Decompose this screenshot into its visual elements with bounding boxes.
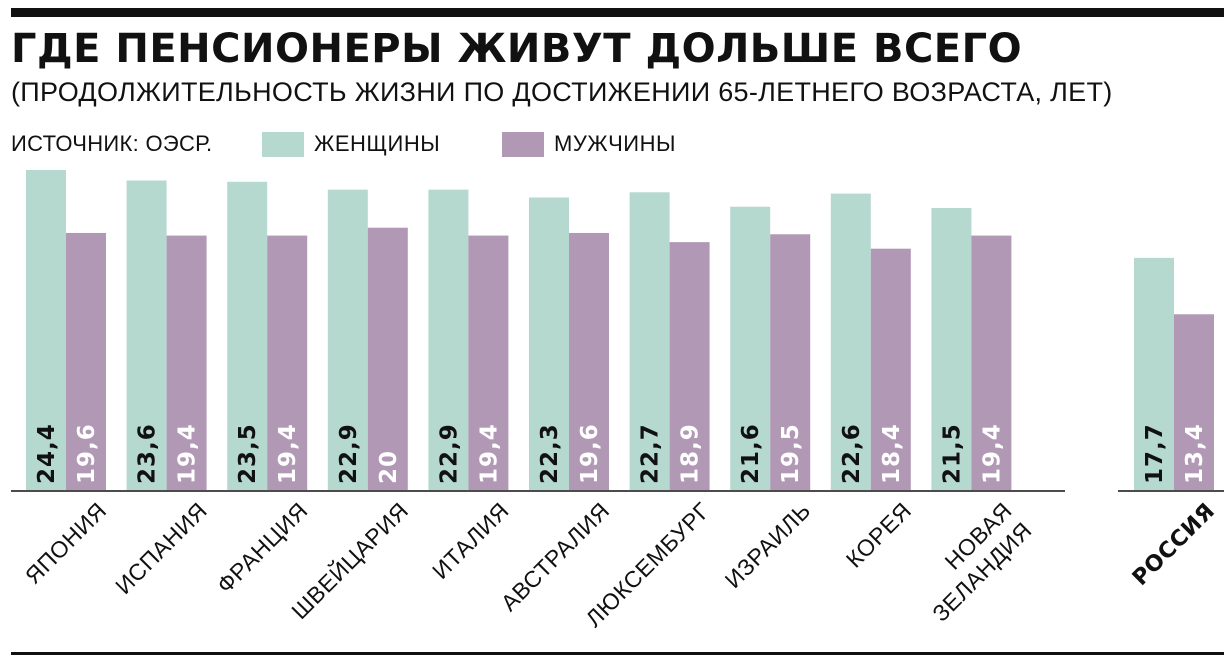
value-label-men-cat-10: 13,4 bbox=[1182, 423, 1208, 484]
value-label-women-cat-0: 24,4 bbox=[34, 423, 60, 484]
legend-swatch-men bbox=[502, 131, 544, 157]
bar-men-cat-3 bbox=[367, 227, 408, 490]
value-label-men-cat-1: 19,4 bbox=[175, 423, 201, 484]
bar-women-cat-2 bbox=[227, 181, 268, 490]
source-note: ИСТОЧНИК: ОЭСР. bbox=[11, 131, 213, 156]
value-label-women-cat-3: 22,9 bbox=[336, 423, 362, 484]
value-label-women-cat-10: 17,7 bbox=[1142, 423, 1168, 484]
legend-item-women: ЖЕНЩИНЫ bbox=[262, 130, 440, 158]
value-label-men-cat-2: 19,4 bbox=[275, 423, 301, 484]
bar-men-cat-9 bbox=[971, 235, 1012, 490]
bar-men-cat-6 bbox=[669, 242, 710, 490]
chart-subtitle: (ПРОДОЛЖИТЕЛЬНОСТЬ ЖИЗНИ ПО ДОСТИЖЕНИИ 6… bbox=[11, 77, 1113, 107]
category-label-cat-10: РОССИЯ bbox=[1128, 499, 1220, 591]
value-label-women-cat-4: 22,9 bbox=[436, 423, 462, 484]
bar-women-cat-3 bbox=[327, 189, 368, 491]
value-label-women-cat-6: 22,7 bbox=[638, 423, 664, 484]
legend-swatch-women bbox=[262, 131, 304, 157]
bar-women-cat-0 bbox=[26, 170, 66, 490]
top-rule bbox=[11, 8, 1224, 17]
bar-men-cat-4 bbox=[468, 235, 509, 490]
bar-women-cat-6 bbox=[629, 192, 670, 490]
category-label-cat-0: ЯПОНИЯ bbox=[20, 497, 112, 589]
bar-women-cat-9 bbox=[931, 208, 972, 491]
value-label-men-cat-3: 20 bbox=[376, 450, 402, 484]
value-label-women-cat-1: 23,6 bbox=[135, 423, 161, 484]
value-label-men-cat-0: 19,6 bbox=[74, 423, 100, 484]
category-label-cat-4: ИТАЛИЯ bbox=[427, 497, 514, 584]
legend-label-men: МУЖЧИНЫ bbox=[554, 131, 676, 156]
category-label-cat-1: ИСПАНИЯ bbox=[110, 497, 212, 599]
bar-men-cat-2 bbox=[267, 235, 308, 490]
value-label-men-cat-9: 19,4 bbox=[979, 423, 1005, 484]
bar-men-cat-10 bbox=[1174, 314, 1214, 490]
category-label-cat-2: ФРАНЦИЯ bbox=[212, 497, 313, 598]
bar-men-cat-7 bbox=[770, 234, 811, 490]
value-label-women-cat-5: 22,3 bbox=[537, 423, 563, 484]
bar-women-cat-7 bbox=[730, 206, 771, 490]
chart-title: ГДЕ ПЕНСИОНЕРЫ ЖИВУТ ДОЛЬШЕ ВСЕГО bbox=[11, 26, 1023, 72]
value-label-women-cat-2: 23,5 bbox=[235, 423, 261, 484]
bar-men-cat-1 bbox=[166, 235, 207, 490]
bottom-rule bbox=[11, 652, 1224, 655]
value-label-men-cat-8: 18,4 bbox=[879, 423, 905, 484]
legend-label-women: ЖЕНЩИНЫ bbox=[314, 131, 441, 156]
bar-men-cat-8 bbox=[870, 248, 911, 490]
category-label-cat-9: НОВАЯЗЕЛАНДИЯ bbox=[907, 497, 1036, 626]
bar-men-cat-0 bbox=[66, 232, 106, 491]
bar-women-cat-10 bbox=[1134, 257, 1174, 490]
value-label-men-cat-4: 19,4 bbox=[476, 423, 502, 484]
category-label-cat-7: ИЗРАИЛЬ bbox=[720, 497, 816, 593]
value-label-men-cat-5: 19,6 bbox=[577, 423, 603, 484]
value-label-women-cat-9: 21,5 bbox=[939, 423, 965, 484]
category-label-cat-8: КОРЕЯ bbox=[841, 497, 917, 573]
value-label-men-cat-7: 19,5 bbox=[778, 423, 804, 484]
bar-women-cat-1 bbox=[126, 180, 167, 490]
value-label-women-cat-8: 22,6 bbox=[839, 423, 865, 484]
bar-women-cat-4 bbox=[428, 189, 469, 491]
bar-women-cat-5 bbox=[529, 197, 569, 490]
value-label-men-cat-6: 18,9 bbox=[678, 423, 704, 484]
legend-item-men: МУЖЧИНЫ bbox=[502, 130, 676, 158]
value-label-women-cat-7: 21,6 bbox=[738, 423, 764, 484]
bar-men-cat-5 bbox=[569, 232, 609, 491]
bar-women-cat-8 bbox=[830, 193, 871, 490]
